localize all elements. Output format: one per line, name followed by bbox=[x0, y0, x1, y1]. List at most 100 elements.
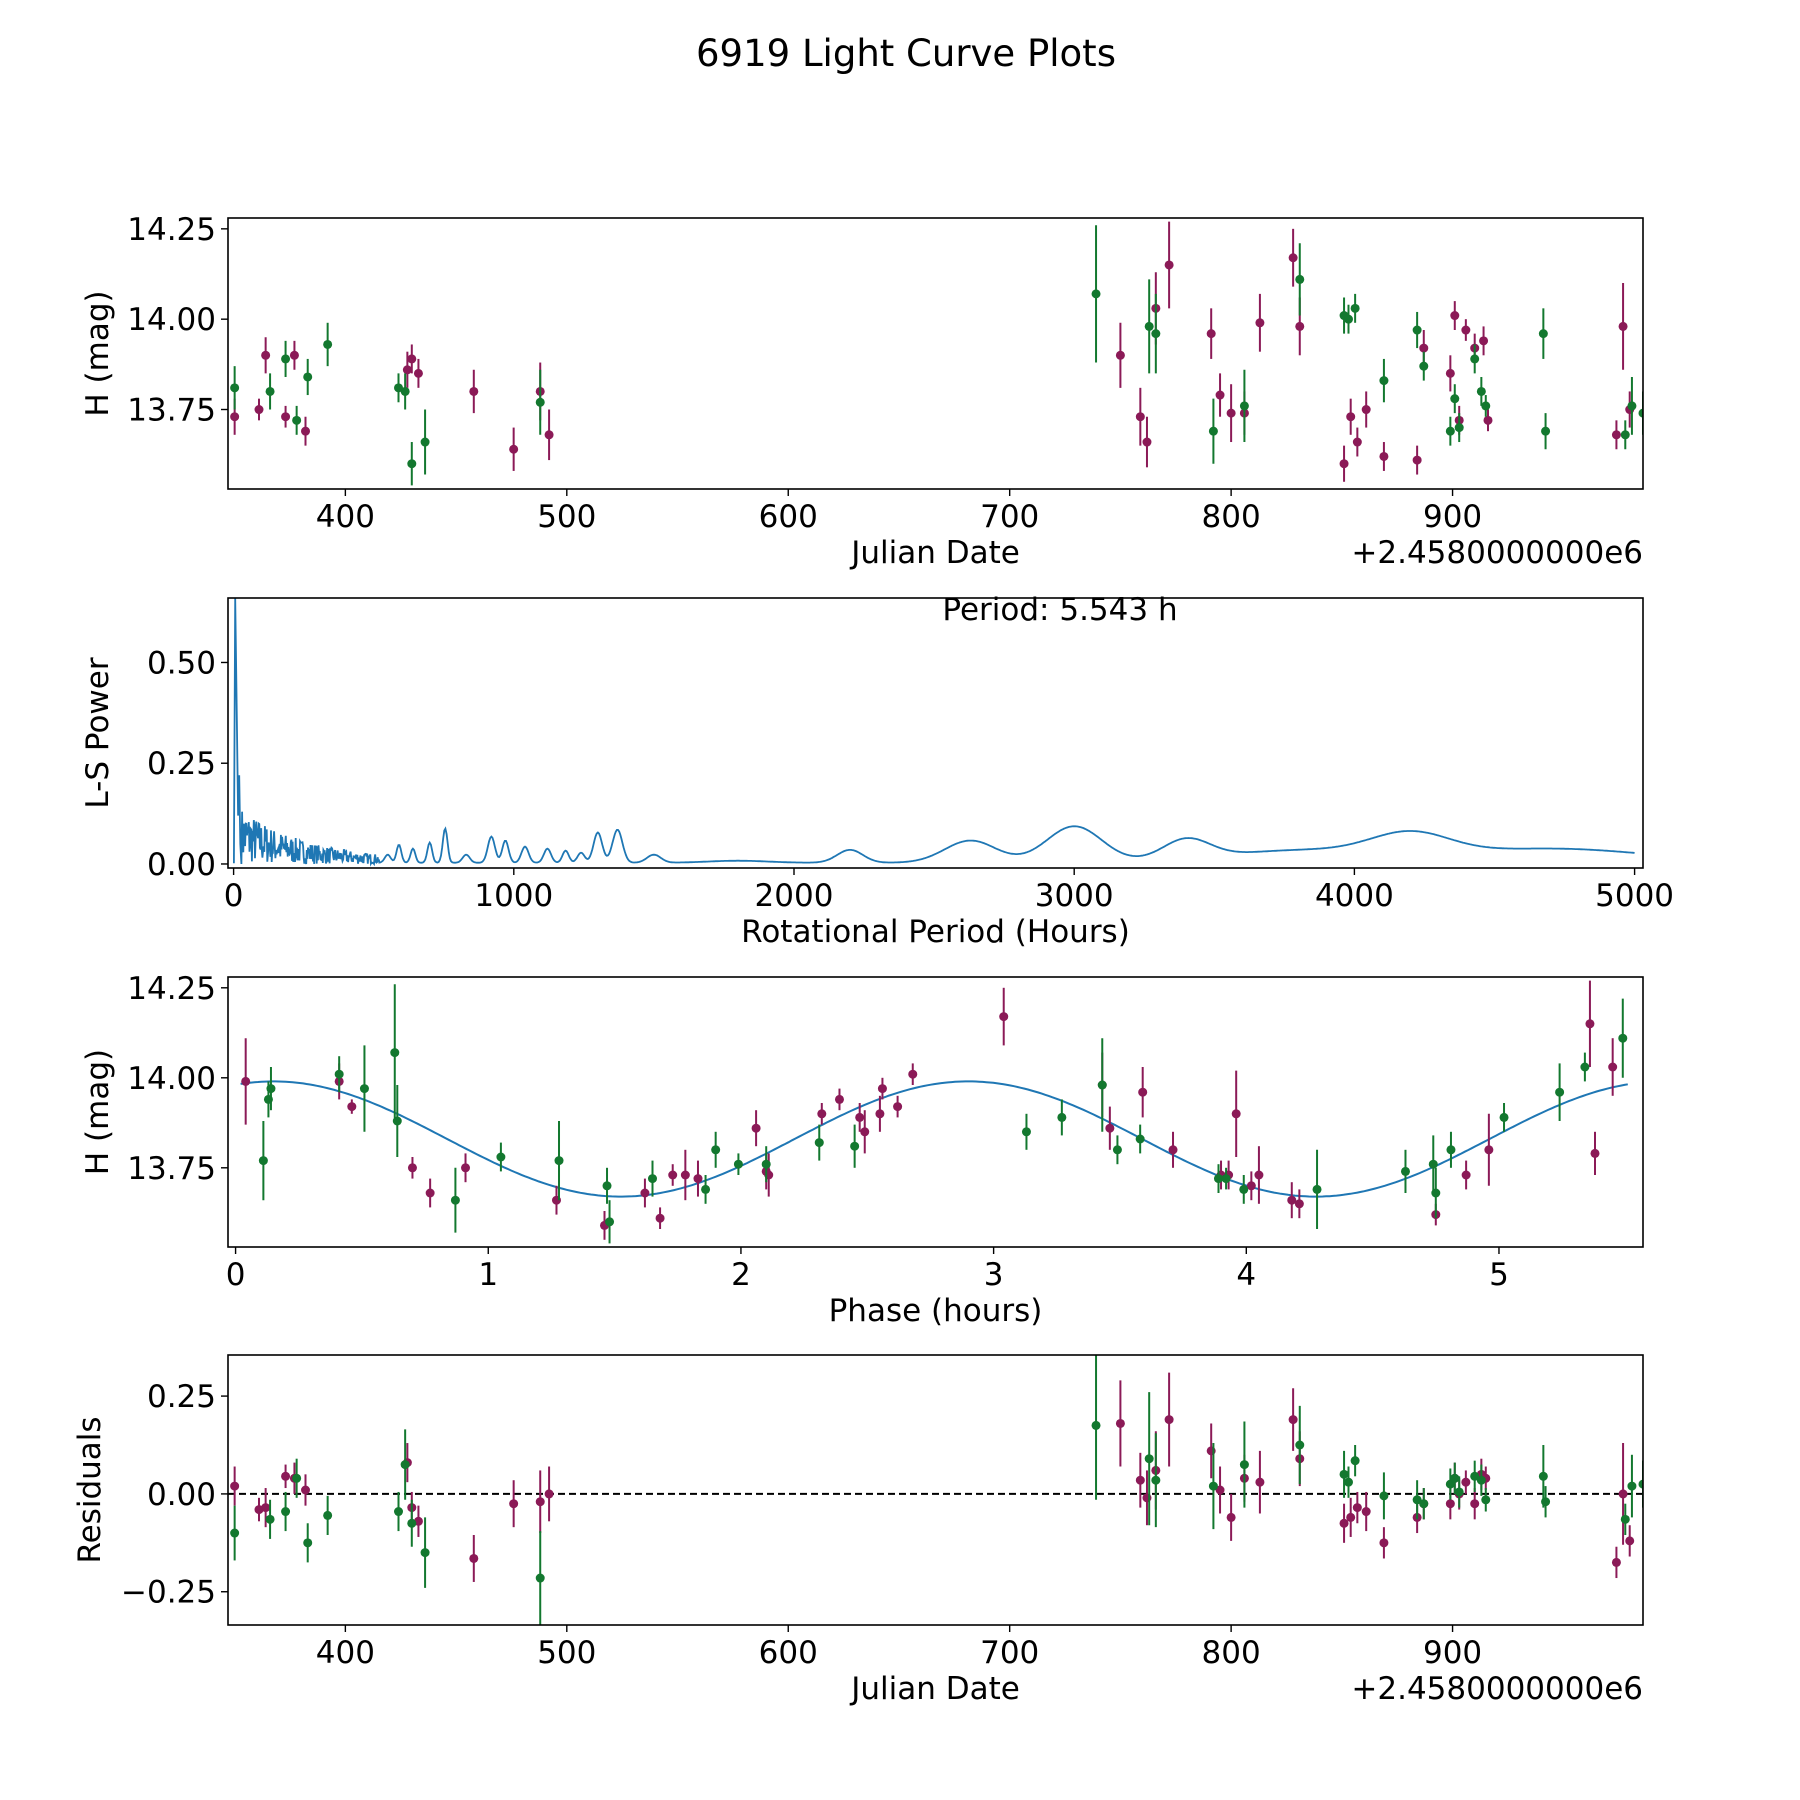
data-point bbox=[1445, 426, 1455, 436]
plot-area bbox=[228, 1355, 1643, 1625]
data-point bbox=[1627, 401, 1637, 411]
x-tick-label: 2000 bbox=[755, 878, 834, 914]
data-point bbox=[605, 1217, 615, 1227]
y-tick-label: 13.75 bbox=[127, 393, 216, 429]
data-point bbox=[535, 1497, 545, 1507]
x-offset-label: +2.4580000000e6 bbox=[1351, 1671, 1643, 1707]
data-point bbox=[1221, 1174, 1231, 1184]
data-point bbox=[407, 1163, 417, 1173]
data-point bbox=[1446, 1145, 1456, 1155]
data-point bbox=[469, 1553, 479, 1563]
y-axis-label: H (mag) bbox=[80, 290, 116, 416]
data-point bbox=[1412, 325, 1422, 335]
data-point bbox=[1538, 1471, 1548, 1481]
data-point bbox=[266, 1084, 276, 1094]
data-point bbox=[1476, 386, 1486, 396]
x-tick-label: 4000 bbox=[1315, 878, 1394, 914]
series-filter-a bbox=[230, 1372, 1635, 1582]
data-point bbox=[1481, 1495, 1491, 1505]
data-point bbox=[1412, 1495, 1422, 1505]
x-tick-label: 5000 bbox=[1595, 878, 1674, 914]
data-point bbox=[323, 1510, 333, 1520]
x-tick-label: 0 bbox=[224, 878, 244, 914]
data-point bbox=[1239, 1184, 1249, 1194]
data-point bbox=[1168, 1145, 1178, 1155]
data-point bbox=[1350, 1456, 1360, 1466]
data-point bbox=[834, 1094, 844, 1104]
axes-frame bbox=[227, 217, 1644, 490]
data-point bbox=[817, 1109, 827, 1119]
data-point bbox=[1352, 437, 1362, 447]
data-point bbox=[509, 444, 519, 454]
data-point bbox=[281, 354, 291, 364]
data-point bbox=[1142, 437, 1152, 447]
data-point bbox=[535, 1573, 545, 1583]
data-point bbox=[334, 1069, 344, 1079]
data-point bbox=[1590, 1148, 1600, 1158]
model-fit-curve bbox=[240, 1080, 1628, 1198]
data-point bbox=[1135, 1134, 1145, 1144]
data-point bbox=[241, 1076, 251, 1086]
data-point bbox=[1343, 314, 1353, 324]
axes-frame bbox=[227, 976, 1644, 1248]
data-point bbox=[860, 1127, 870, 1137]
data-point bbox=[554, 1156, 564, 1166]
plot-area bbox=[240, 980, 1628, 1244]
x-tick-label: 500 bbox=[537, 1635, 596, 1671]
x-axis-label: Phase (hours) bbox=[829, 1293, 1043, 1329]
axes-frame bbox=[227, 597, 1644, 869]
data-point bbox=[1346, 412, 1356, 422]
x-axis-label: Julian Date bbox=[849, 1671, 1020, 1707]
data-point bbox=[347, 1102, 357, 1112]
data-point bbox=[1361, 405, 1371, 415]
data-point bbox=[1294, 1199, 1304, 1209]
x-tick-label: 2 bbox=[731, 1257, 751, 1293]
data-point bbox=[761, 1159, 771, 1169]
data-point bbox=[254, 405, 264, 415]
data-point bbox=[1479, 336, 1489, 346]
data-point bbox=[1450, 311, 1460, 321]
data-point bbox=[390, 1048, 400, 1058]
data-point bbox=[1057, 1112, 1067, 1122]
data-point bbox=[1555, 1087, 1565, 1097]
data-point bbox=[1105, 1123, 1115, 1133]
data-point bbox=[680, 1170, 690, 1180]
x-tick-label: 800 bbox=[1202, 1635, 1261, 1671]
x-tick-label: 3000 bbox=[1035, 878, 1114, 914]
x-tick-label: 600 bbox=[759, 499, 818, 535]
data-point bbox=[640, 1188, 650, 1198]
data-point bbox=[292, 415, 302, 425]
x-tick-label: 700 bbox=[980, 1635, 1039, 1671]
data-point bbox=[1450, 394, 1460, 404]
data-point bbox=[1021, 1127, 1031, 1137]
x-tick-label: 900 bbox=[1423, 499, 1482, 535]
series-filter-b bbox=[230, 225, 1643, 486]
data-point bbox=[1288, 1415, 1298, 1425]
data-point bbox=[1144, 321, 1154, 331]
data-point bbox=[1135, 1475, 1145, 1485]
data-point bbox=[1625, 1536, 1635, 1546]
periodogram-line bbox=[233, 598, 1635, 867]
y-axis-label: Residuals bbox=[72, 1416, 108, 1563]
data-point bbox=[1255, 1477, 1265, 1487]
data-point bbox=[1638, 1479, 1643, 1489]
data-point bbox=[1611, 1557, 1621, 1567]
data-point bbox=[1312, 1184, 1322, 1194]
data-point bbox=[1226, 1512, 1236, 1522]
data-point bbox=[1379, 376, 1389, 386]
data-point bbox=[1538, 329, 1548, 339]
data-point bbox=[1215, 1485, 1225, 1495]
data-point bbox=[323, 339, 333, 349]
panel-residuals: 400 500 600 700 800 900 −0.25 0.00 0.25 Julian Da… bbox=[72, 1354, 1644, 1707]
data-point bbox=[1461, 1170, 1471, 1180]
y-tick-label: 0.00 bbox=[147, 1477, 216, 1513]
data-point bbox=[509, 1499, 519, 1509]
y-tick-label: 0.25 bbox=[147, 1379, 216, 1415]
data-point bbox=[1295, 274, 1305, 284]
data-point bbox=[1470, 1499, 1480, 1509]
data-point bbox=[1638, 408, 1643, 418]
data-point bbox=[394, 383, 404, 393]
data-point bbox=[461, 1163, 471, 1173]
data-point bbox=[1379, 1491, 1389, 1501]
